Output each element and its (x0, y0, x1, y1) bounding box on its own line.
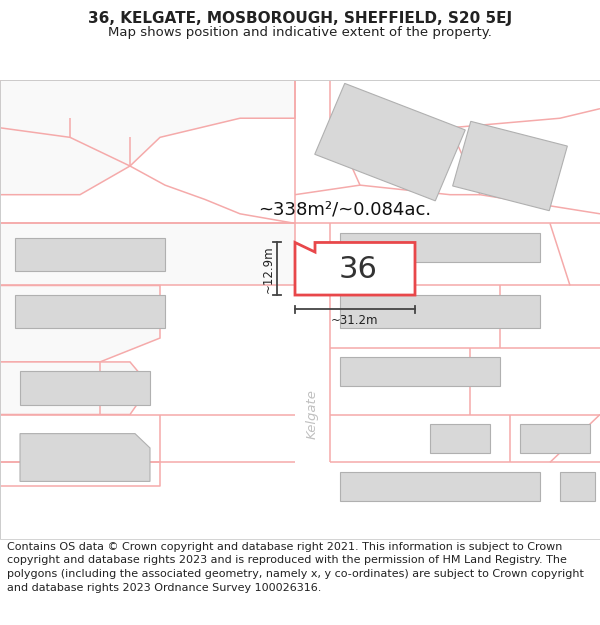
Text: 36, KELGATE, MOSBOROUGH, SHEFFIELD, S20 5EJ: 36, KELGATE, MOSBOROUGH, SHEFFIELD, S20 … (88, 11, 512, 26)
Text: ~31.2m: ~31.2m (331, 314, 379, 328)
Polygon shape (20, 434, 150, 481)
Polygon shape (340, 295, 540, 329)
Text: Map shows position and indicative extent of the property.: Map shows position and indicative extent… (108, 26, 492, 39)
Polygon shape (0, 80, 295, 195)
Polygon shape (340, 357, 500, 386)
Polygon shape (0, 362, 150, 414)
Polygon shape (20, 371, 150, 405)
Polygon shape (15, 295, 165, 329)
Polygon shape (0, 286, 160, 362)
Text: 36: 36 (338, 255, 377, 284)
Text: ~12.9m: ~12.9m (262, 245, 275, 292)
Polygon shape (340, 233, 540, 262)
Polygon shape (315, 83, 465, 201)
Text: Contains OS data © Crown copyright and database right 2021. This information is : Contains OS data © Crown copyright and d… (7, 542, 584, 592)
Polygon shape (430, 424, 490, 452)
Polygon shape (340, 472, 540, 501)
Polygon shape (15, 238, 165, 271)
Polygon shape (520, 424, 590, 452)
Polygon shape (0, 223, 295, 286)
Text: ~338m²/~0.084ac.: ~338m²/~0.084ac. (259, 200, 431, 218)
Polygon shape (295, 242, 415, 295)
Polygon shape (560, 472, 595, 501)
Text: Kelgate: Kelgate (305, 389, 319, 439)
Polygon shape (452, 121, 568, 211)
